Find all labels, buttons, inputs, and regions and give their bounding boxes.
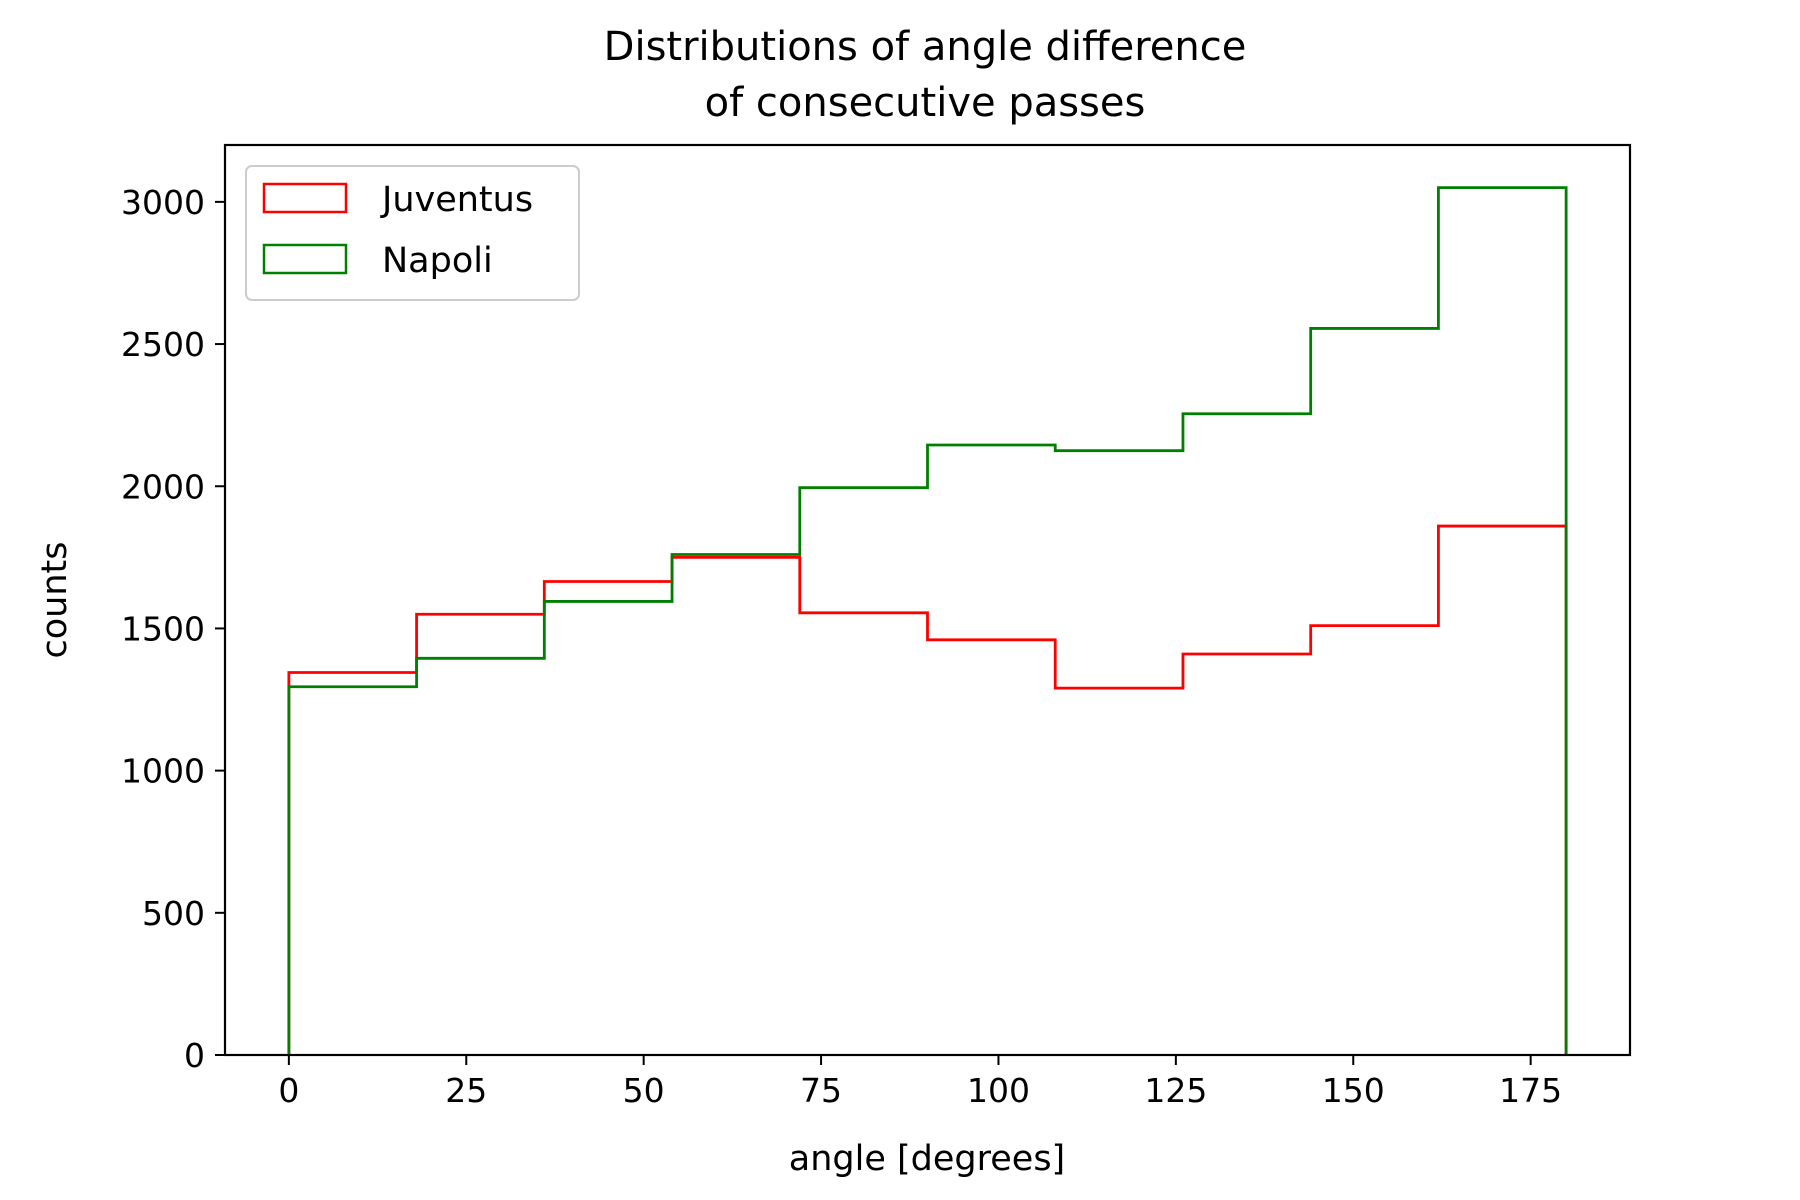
chart-title-line-1: Distributions of angle difference xyxy=(604,24,1247,70)
series-step-juventus xyxy=(287,524,1568,1055)
y-tick-label: 2500 xyxy=(121,325,205,364)
x-axis-label: angle [degrees] xyxy=(789,1139,1065,1179)
chart-title-line-2: of consecutive passes xyxy=(705,80,1146,126)
y-axis-label: counts xyxy=(35,542,75,659)
y-tick-label: 1500 xyxy=(121,609,205,648)
x-tick-label: 125 xyxy=(1144,1071,1207,1110)
x-axis-ticks: 0 25 50 75 100 125 150 175 xyxy=(278,1055,1562,1110)
y-tick-label: 1000 xyxy=(121,752,205,791)
legend-swatch-napoli xyxy=(262,243,348,275)
legend-swatch-juventus xyxy=(262,182,348,214)
y-axis-ticks: 0 500 1000 1500 2000 2500 3000 xyxy=(121,183,225,1075)
legend-box xyxy=(245,165,580,301)
x-tick-label: 75 xyxy=(800,1071,842,1110)
x-tick-label: 175 xyxy=(1499,1071,1562,1110)
y-tick-label: 500 xyxy=(142,894,205,933)
x-tick-label: 50 xyxy=(623,1071,665,1110)
x-tick-label: 150 xyxy=(1322,1071,1385,1110)
series-step-napoli xyxy=(287,186,1568,1055)
y-tick-label: 3000 xyxy=(121,183,205,222)
x-tick-label: 0 xyxy=(278,1071,299,1110)
legend: Juventus Napoli xyxy=(245,165,580,301)
plot-area xyxy=(287,186,1568,1055)
legend-label-juventus: Juventus xyxy=(380,180,533,220)
y-tick-label: 0 xyxy=(184,1036,205,1075)
legend-label-napoli: Napoli xyxy=(382,241,493,281)
y-tick-label: 2000 xyxy=(121,467,205,506)
axes-frame xyxy=(223,143,1632,1057)
x-tick-label: 25 xyxy=(445,1071,487,1110)
x-tick-label: 100 xyxy=(967,1071,1030,1110)
